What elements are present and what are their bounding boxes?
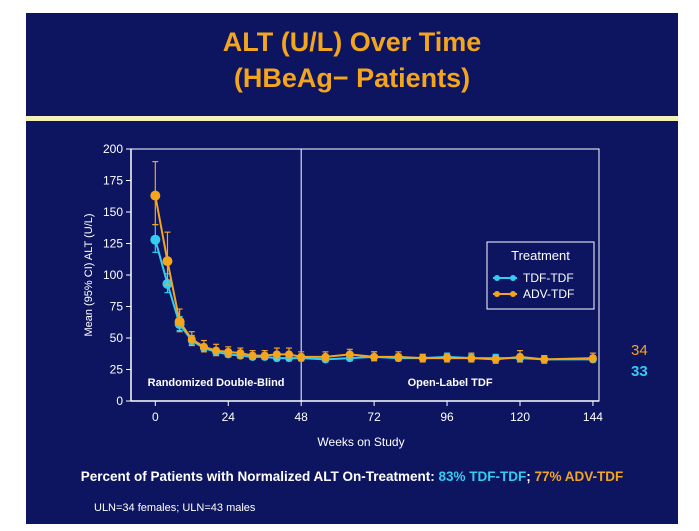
x-tick-label: 48 — [295, 410, 309, 424]
y-tick-label: 100 — [103, 268, 123, 282]
x-tick-label: 120 — [510, 410, 530, 424]
data-point — [272, 350, 281, 359]
data-point — [199, 342, 208, 351]
data-point — [394, 352, 403, 361]
footnote-prefix: Percent of Patients with Normalized ALT … — [80, 469, 439, 484]
legend-swatch-marker — [494, 291, 500, 297]
y-tick-label: 25 — [110, 363, 124, 377]
y-tick-label: 150 — [103, 205, 123, 219]
end-label-tdf-tdf: 33 — [631, 363, 648, 380]
y-axis-label: Mean (95% CI) ALT (U/L) — [83, 213, 95, 336]
slide-subtitle: (HBeAg− Patients) — [233, 63, 471, 93]
data-point — [236, 349, 245, 358]
slide-panel: ALT (U/L) Over Time (HBeAg− Patients) 0 2… — [26, 13, 678, 524]
footnote-adv-percent: 77% ADV-TDF — [534, 469, 624, 484]
title-divider — [26, 116, 678, 121]
x-axis-label: Weeks on Study — [317, 435, 404, 449]
legend-swatch-marker — [510, 291, 516, 297]
data-point — [174, 316, 185, 327]
legend-swatch-marker — [510, 275, 516, 281]
x-tick-label: 0 — [152, 410, 159, 424]
data-point — [515, 352, 524, 361]
data-point — [418, 354, 427, 363]
data-point — [540, 355, 549, 364]
end-label-adv-tdf: 34 — [631, 342, 648, 359]
data-point — [370, 352, 379, 361]
series-adv-tdf — [150, 161, 597, 364]
phase-label-double-blind: Randomized Double-Blind — [148, 377, 285, 389]
x-tick-label: 72 — [367, 410, 381, 424]
y-tick-label: 0 — [116, 394, 123, 408]
normalized-alt-footnote: Percent of Patients with Normalized ALT … — [26, 469, 678, 484]
phase-label-open-label: Open-Label TDF — [408, 377, 493, 389]
data-point — [491, 355, 500, 364]
footnote-tdf-percent: 83% TDF-TDF — [438, 469, 527, 484]
legend-box — [486, 241, 595, 310]
uln-footnote: ULN=34 females; ULN=43 males — [94, 502, 256, 514]
alt-line-chart: 0 25 50 75 100 125 150 175 200 0 24 48 72 96 120 144 Wee… — [83, 142, 648, 449]
x-tick-label: 24 — [222, 410, 236, 424]
data-point — [285, 350, 294, 359]
legend-label: TDF-TDF — [523, 271, 574, 285]
data-point — [297, 352, 306, 361]
y-tick-label: 200 — [103, 142, 123, 156]
data-point — [224, 347, 233, 356]
data-point — [212, 346, 221, 355]
y-tick-label: 175 — [103, 174, 123, 188]
legend-label: ADV-TDF — [523, 287, 574, 301]
footnote-separator: ; — [526, 469, 535, 484]
legend: Treatment TDF-TDF ADV-TDF — [486, 241, 595, 310]
data-point — [260, 351, 269, 360]
data-point — [248, 351, 257, 360]
y-tick-label: 125 — [103, 237, 123, 251]
y-tick-label: 75 — [110, 300, 124, 314]
data-point — [150, 234, 161, 245]
data-point — [345, 350, 354, 359]
legend-title: Treatment — [511, 248, 570, 263]
data-point — [187, 335, 196, 344]
data-point — [588, 354, 597, 363]
legend-swatch-marker — [494, 275, 500, 281]
data-point — [443, 354, 452, 363]
data-point — [321, 352, 330, 361]
x-tick-label: 144 — [583, 410, 603, 424]
x-tick-label: 96 — [440, 410, 454, 424]
data-point — [162, 256, 173, 267]
y-tick-label: 50 — [110, 331, 124, 345]
slide-title: ALT (U/L) Over Time — [222, 27, 482, 57]
data-point — [467, 354, 476, 363]
data-point — [150, 190, 161, 201]
